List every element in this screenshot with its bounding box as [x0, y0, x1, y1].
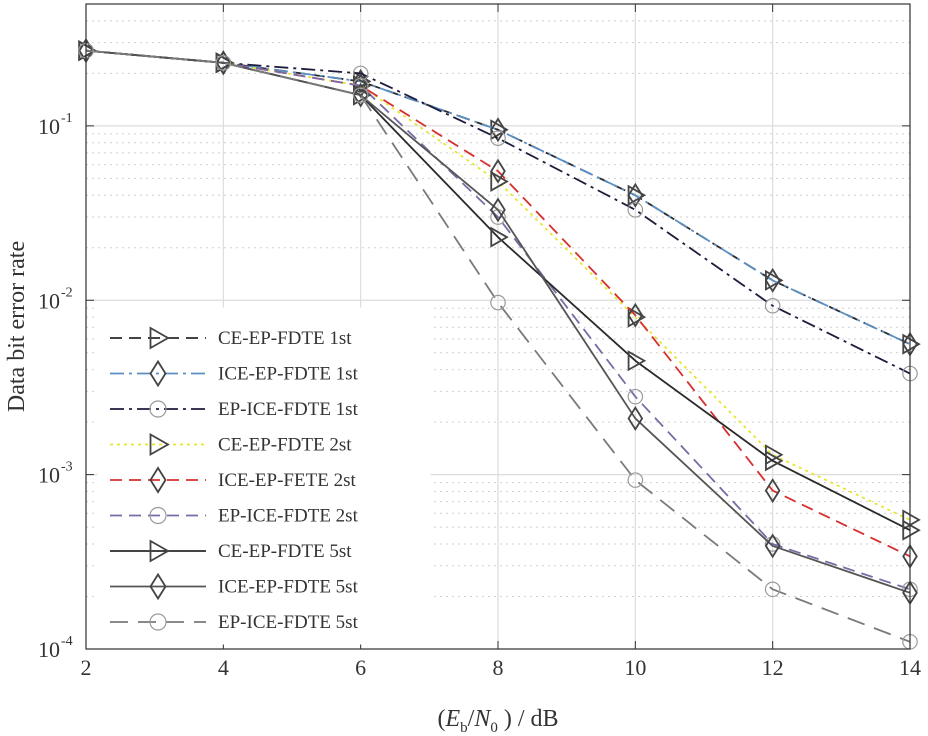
- data-point: [764, 297, 781, 314]
- y-tick-label: 10: [38, 114, 60, 139]
- legend-item: ICE-EP-FETE 2st: [110, 466, 356, 494]
- data-point: [764, 581, 781, 598]
- data-point: [902, 519, 921, 541]
- legend-item: ICE-EP-FDTE 5st: [110, 572, 359, 601]
- legend-label: CE-EP-FDTE 1st: [218, 328, 352, 349]
- data-point: [764, 478, 781, 504]
- data-point: [627, 405, 644, 431]
- data-point: [490, 294, 506, 311]
- data-point: [352, 87, 369, 103]
- legend-item: CE-EP-FDTE 5st: [110, 539, 352, 563]
- x-tick-label: 12: [762, 655, 784, 680]
- legend-marker: [149, 400, 167, 418]
- y-tick-label: 10: [38, 288, 60, 313]
- data-point: [490, 197, 506, 223]
- data-point: [490, 130, 506, 146]
- legend-label: ICE-EP-FETE 2st: [218, 470, 356, 491]
- legend-label: EP-ICE-FDTE 5st: [218, 612, 359, 633]
- legend-item: CE-EP-FDTE 2st: [110, 432, 352, 457]
- legend-label: CE-EP-FDTE 5st: [218, 541, 352, 562]
- series-line: [85, 49, 911, 643]
- data-point: [627, 350, 647, 372]
- legend-item: EP-ICE-FDTE 5st: [110, 612, 359, 633]
- legend-marker: [149, 466, 167, 494]
- legend-label: CE-EP-FDTE 2st: [218, 435, 352, 456]
- legend-item: EP-ICE-FDTE 2st: [110, 506, 359, 527]
- data-point: [490, 158, 506, 184]
- data-point: [490, 226, 509, 248]
- x-axis-label: (Eb/N0 ) / dB: [437, 706, 558, 736]
- y-tick-exponent: -2: [61, 285, 73, 300]
- data-point: [764, 267, 781, 293]
- legend-marker: [149, 359, 167, 388]
- legend: CE-EP-FDTE 1st ICE-EP-FDTE 1st EP-ICE-FDTE…: [97, 307, 431, 645]
- y-tick-exponent: -4: [61, 634, 73, 649]
- legend-item: CE-EP-FDTE 1st: [110, 326, 352, 350]
- data-point: [902, 509, 921, 531]
- series-group: [78, 38, 921, 650]
- x-tick-label: 14: [899, 655, 921, 680]
- data-point: [627, 182, 644, 208]
- data-point: [764, 533, 781, 559]
- y-tick-exponent: -1: [61, 111, 73, 126]
- data-point: [490, 170, 509, 193]
- legend-item: EP-ICE-FDTE 1st: [110, 399, 359, 420]
- legend-marker: [149, 613, 167, 631]
- legend-marker: [149, 539, 170, 563]
- y-tick-label: 10: [38, 637, 60, 662]
- legend-label: ICE-EP-FDTE 5st: [218, 577, 359, 598]
- data-point: [215, 50, 232, 76]
- y-axis-label: Data bit error rate: [4, 241, 30, 412]
- x-tick-label: 6: [355, 655, 366, 680]
- legend-marker: [149, 506, 167, 525]
- x-tick-label: 8: [493, 655, 504, 680]
- data-point: [352, 82, 369, 108]
- legend-item: ICE-EP-FDTE 1st: [110, 359, 359, 388]
- legend-marker: [149, 326, 170, 350]
- legend-label: ICE-EP-FDTE 1st: [218, 364, 359, 385]
- y-tick-exponent: -3: [61, 460, 73, 475]
- data-point: [627, 302, 644, 328]
- legend-marker: [149, 432, 170, 457]
- x-tick-label: 2: [81, 655, 92, 680]
- data-point: [627, 306, 647, 328]
- series-line: [85, 49, 911, 594]
- series-0: [78, 40, 921, 355]
- legend-marker: [149, 572, 167, 601]
- data-point: [215, 55, 232, 71]
- data-point: [627, 202, 644, 218]
- x-tick-label: 10: [624, 655, 646, 680]
- x-tick-label: 4: [218, 655, 229, 680]
- data-point: [490, 117, 506, 143]
- data-point: [627, 388, 644, 405]
- legend-label: EP-ICE-FDTE 2st: [218, 506, 359, 527]
- data-point: [765, 450, 784, 472]
- legend-label: EP-ICE-FDTE 1st: [218, 399, 359, 420]
- y-tick-label: 10: [38, 463, 60, 488]
- data-point: [627, 472, 644, 488]
